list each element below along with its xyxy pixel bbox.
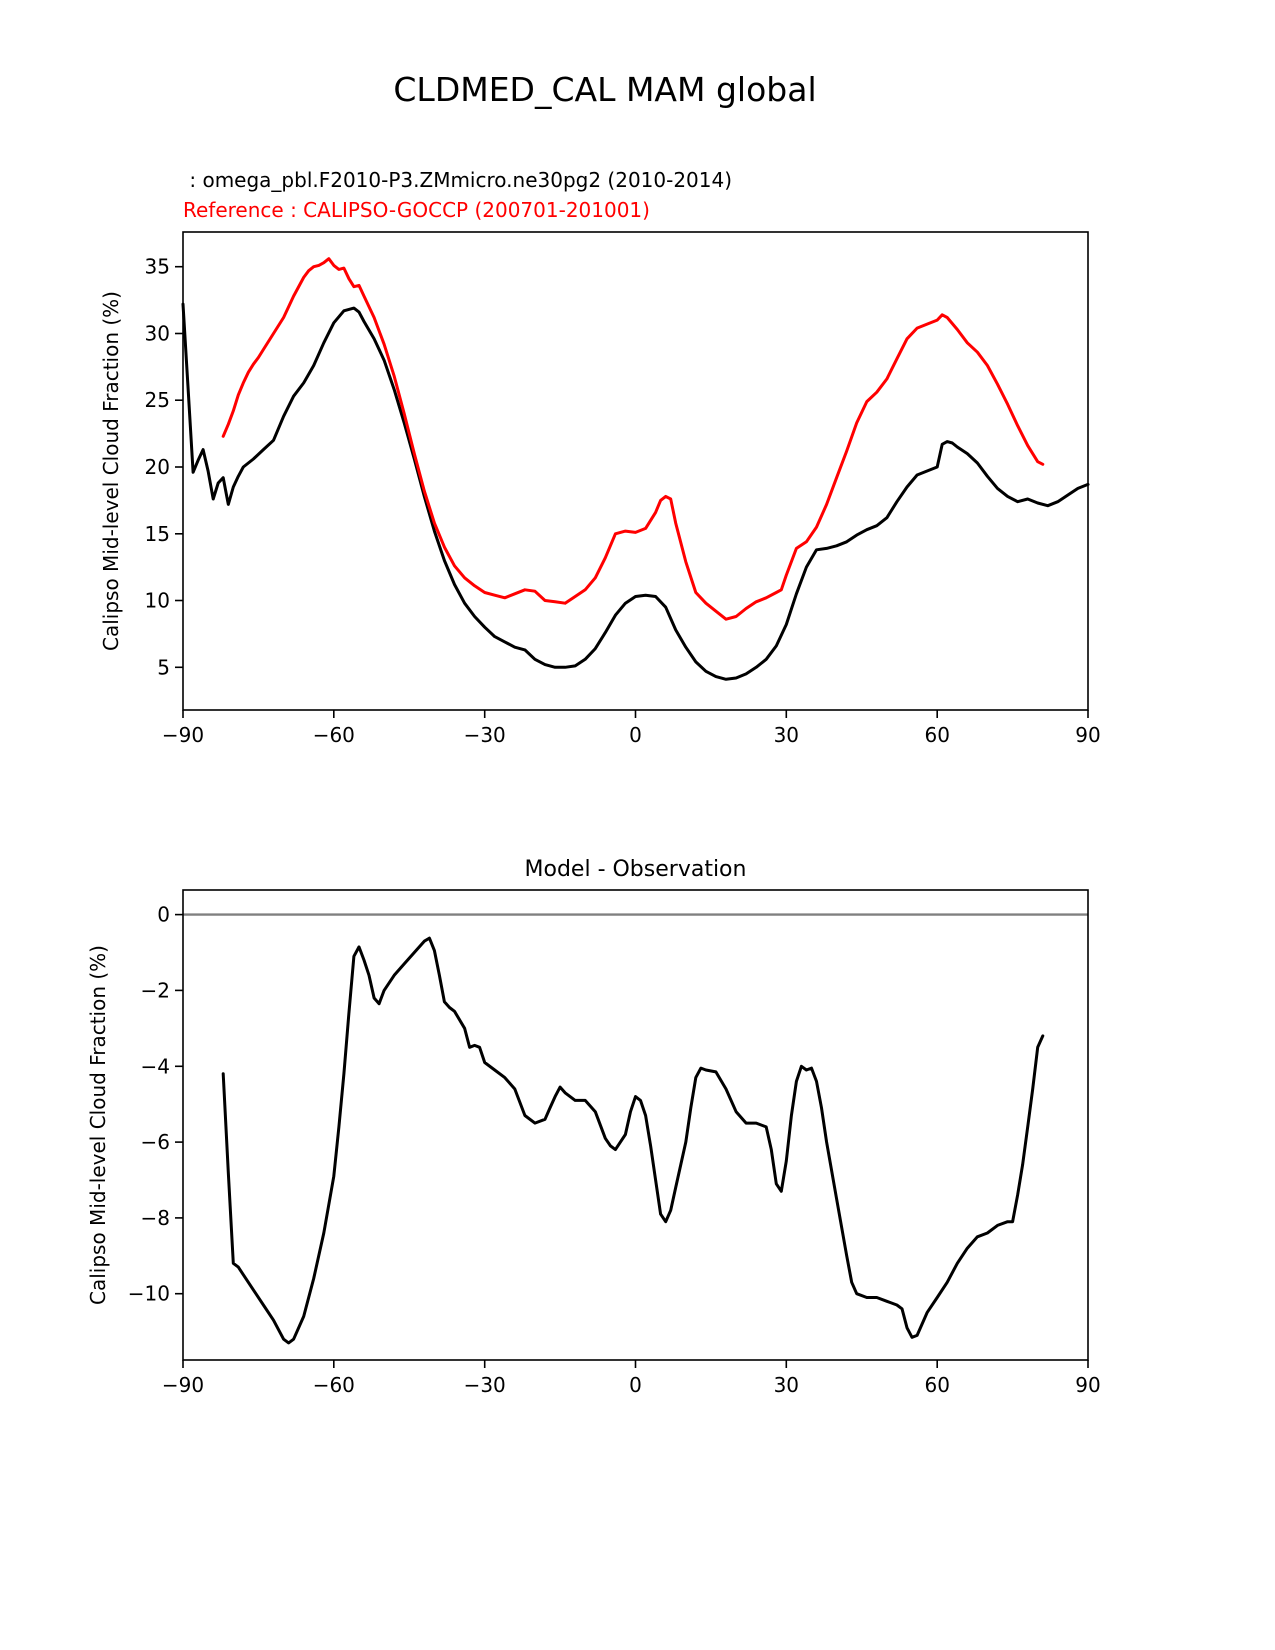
axes-box: [182, 889, 1089, 1361]
y-tick-label: 35: [145, 255, 170, 279]
y-tick-label: −6: [141, 1130, 170, 1154]
x-tick-label: −60: [313, 1373, 355, 1397]
x-tick-label: 60: [924, 723, 949, 747]
difference-chart: −90 −60 −30 0 30 60 90 0 −2 −4 −6 −8 −10 Model - Obse…: [0, 845, 1200, 1415]
x-tick-label: −90: [162, 723, 204, 747]
y-tick-label: 30: [145, 322, 170, 346]
y-tick-label: 25: [145, 388, 170, 412]
y-tick-label: −2: [141, 978, 170, 1002]
x-tick-label: 30: [774, 723, 799, 747]
x-tick-label: 90: [1075, 723, 1100, 747]
subtitle-model: : omega_pbl.F2010-P3.ZMmicro.ne30pg2 (20…: [183, 168, 733, 192]
x-tick-label: 0: [629, 1373, 642, 1397]
chart-title: Model - Observation: [525, 857, 747, 882]
y-tick-label: −8: [141, 1206, 170, 1230]
y-tick-label: 10: [145, 589, 170, 613]
figure-title: CLDMED_CAL MAM global: [393, 70, 817, 109]
x-tick-label: −90: [162, 1373, 204, 1397]
x-tick-label: 0: [629, 723, 642, 747]
y-axis-label: Calipso Mid-level Cloud Fraction (%): [99, 291, 123, 651]
series-line-model-minus-obs: [221, 936, 1045, 1345]
x-tick-label: 90: [1075, 1373, 1100, 1397]
zonal-mean-chart: −90 −60 −30 0 30 60 90 5 10 15 20 25 30 35 Calipso Mid…: [0, 220, 1200, 780]
x-tick-label: −30: [464, 723, 506, 747]
axes-box: [182, 231, 1089, 711]
y-tick-label: −10: [128, 1282, 170, 1306]
y-tick-label: 15: [145, 522, 170, 546]
x-tick-label: −30: [464, 1373, 506, 1397]
y-tick-label: −4: [141, 1054, 170, 1078]
series-line-reference: [221, 257, 1045, 621]
x-tick-label: 30: [774, 1373, 799, 1397]
zonal-mean-plot: −90 −60 −30 0 30 60 90 5 10 15 20 25 30 35 Calipso Mid…: [99, 231, 1101, 747]
difference-plot: −90 −60 −30 0 30 60 90 0 −2 −4 −6 −8 −10 Model - Obse…: [86, 857, 1101, 1397]
y-tick-label: 20: [145, 455, 170, 479]
x-tick-label: −60: [313, 723, 355, 747]
x-tick-label: 60: [924, 1373, 949, 1397]
y-tick-label: 0: [157, 903, 170, 927]
y-axis-label: Calipso Mid-level Cloud Fraction (%): [86, 945, 110, 1305]
subtitle-reference: Reference : CALIPSO-GOCCP (200701-201001…: [183, 198, 650, 222]
series-line-model: [181, 302, 1090, 681]
y-tick-label: 5: [157, 655, 170, 679]
